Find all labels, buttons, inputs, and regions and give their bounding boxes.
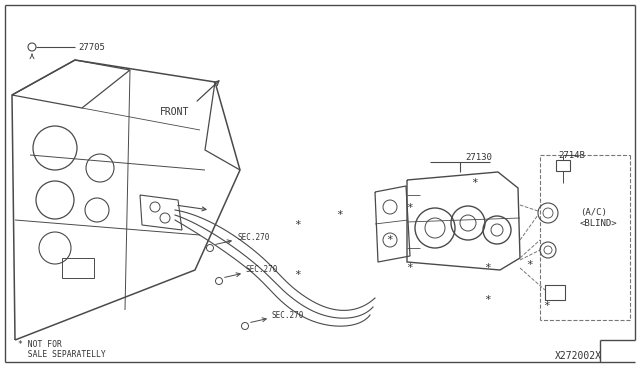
Text: *: * bbox=[387, 235, 394, 245]
Text: *: * bbox=[484, 263, 492, 273]
Text: *: * bbox=[337, 210, 344, 220]
Text: *: * bbox=[294, 220, 301, 230]
Text: *: * bbox=[484, 295, 492, 305]
Text: *: * bbox=[472, 178, 478, 188]
Text: *: * bbox=[543, 301, 550, 311]
Text: * NOT FOR
  SALE SEPARATELLY: * NOT FOR SALE SEPARATELLY bbox=[18, 340, 106, 359]
Text: FRONT: FRONT bbox=[160, 107, 189, 117]
Text: SEC.270: SEC.270 bbox=[246, 266, 278, 275]
Text: SEC.270: SEC.270 bbox=[272, 311, 305, 321]
Text: *: * bbox=[527, 260, 533, 270]
Text: (A/C)
<BLIND>: (A/C) <BLIND> bbox=[580, 208, 618, 228]
Bar bbox=[556, 160, 570, 171]
Text: X272002X: X272002X bbox=[554, 351, 602, 361]
Text: *: * bbox=[294, 270, 301, 280]
Bar bbox=[62, 258, 94, 278]
Text: 2714B: 2714B bbox=[558, 151, 585, 160]
Text: 27130: 27130 bbox=[465, 154, 492, 163]
Text: 27705: 27705 bbox=[78, 42, 105, 51]
Text: *: * bbox=[406, 263, 413, 273]
Text: *: * bbox=[406, 203, 413, 213]
Text: SEC.270: SEC.270 bbox=[237, 232, 269, 241]
